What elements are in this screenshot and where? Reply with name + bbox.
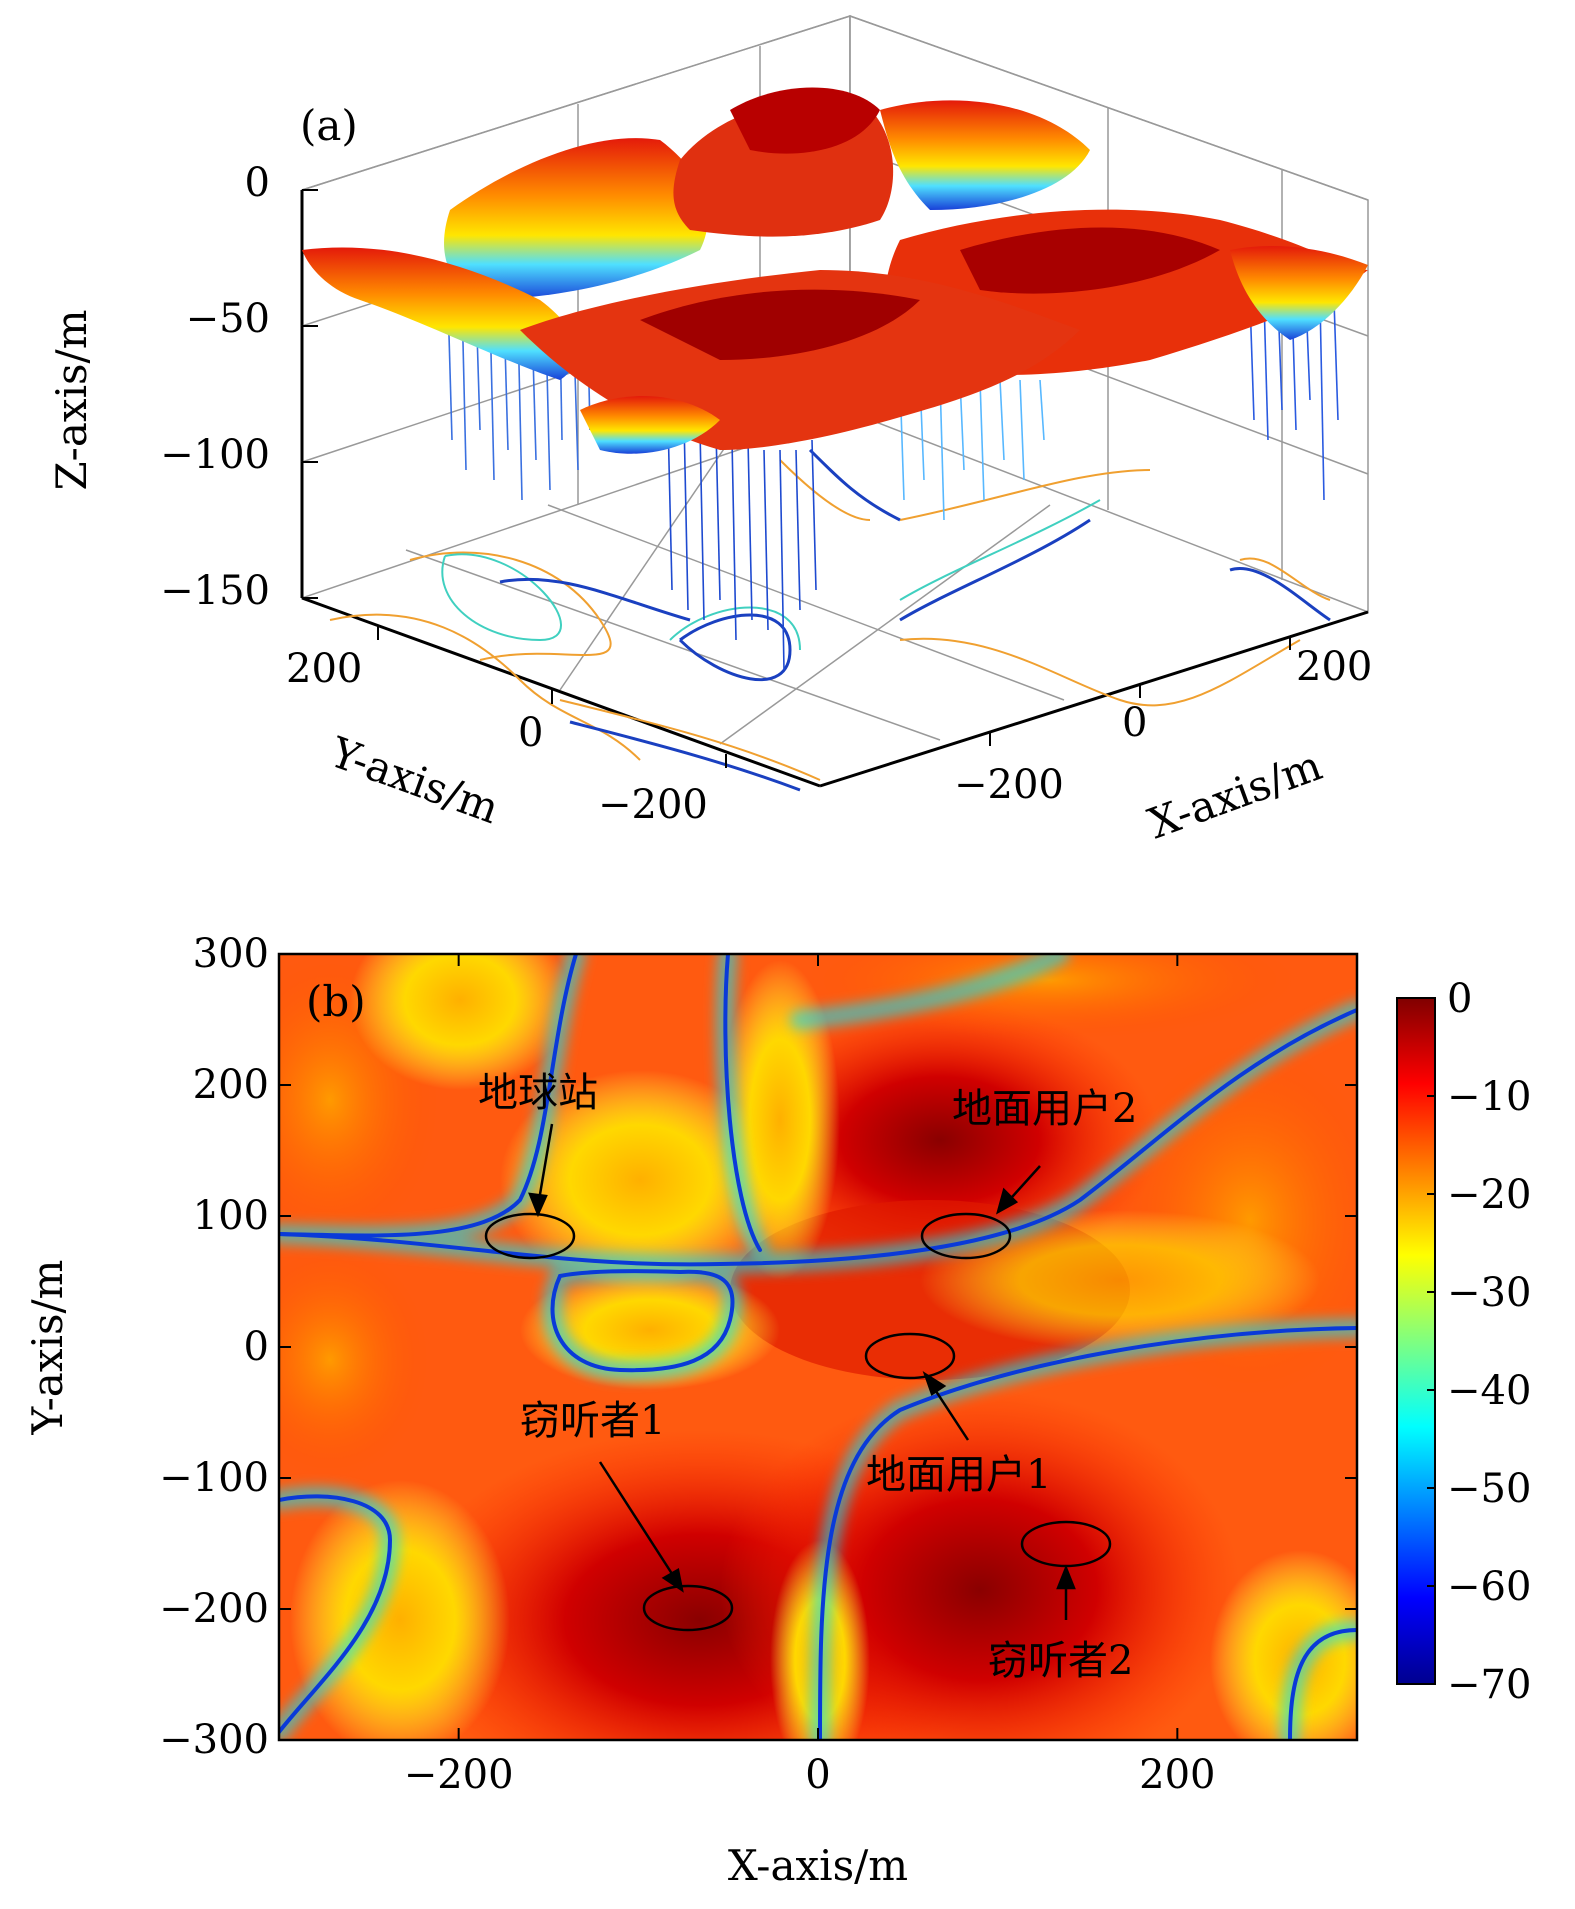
- annotation-ellipse-ground-user-2: [920, 1212, 1012, 1260]
- colorbar-gradient: [1396, 997, 1436, 1685]
- panel-a-x-axis-label: X-axis/m: [1142, 741, 1328, 849]
- panel-b-annotations: [484, 1123, 1112, 1632]
- x-tick-label: −200: [954, 762, 1064, 808]
- y-tick-label: −200: [159, 1586, 269, 1632]
- x-tick-label: 200: [1296, 644, 1372, 690]
- panel-a-contours: [329, 448, 1331, 792]
- annotation-ellipse-eavesdropper-1: [642, 1584, 734, 1632]
- label-eavesdropper-2: 窃听者2: [988, 1638, 1133, 1684]
- y-tick-label: 0: [244, 1324, 269, 1370]
- z-tick-label: −50: [186, 296, 270, 342]
- z-tick-label: −100: [160, 432, 270, 478]
- colorbar-tick-label: −10: [1447, 1074, 1531, 1120]
- annotation-ellipse-earth-station: [484, 1212, 576, 1260]
- y-tick-label: 200: [286, 646, 362, 692]
- colorbar-tick-label: −30: [1447, 1270, 1531, 1316]
- colorbar-tick-label: −50: [1447, 1466, 1531, 1512]
- panel-a-label: (a): [300, 101, 358, 150]
- y-tick-label: −300: [159, 1717, 269, 1763]
- x-tick-label: 0: [1122, 700, 1147, 746]
- y-tick-label: −100: [159, 1455, 269, 1501]
- panel-b-x-axis-label: X-axis/m: [728, 1841, 908, 1890]
- label-ground-user-1: 地面用户1: [866, 1452, 1051, 1498]
- y-tick-label: 0: [518, 710, 543, 756]
- panel-b-heatmap: [279, 954, 1357, 1740]
- label-earth-station: 地球站: [478, 1070, 598, 1116]
- colorbar-tick-label: −20: [1447, 1172, 1531, 1218]
- colorbar-tick-label: −60: [1447, 1564, 1531, 1610]
- panel-a-z-axis-label: Z-axis/m: [47, 309, 96, 490]
- colorbar-tick-label: 0: [1447, 976, 1472, 1022]
- panel-a-z-ticks: 0 −50 −100 −150: [160, 160, 318, 614]
- panel-b-y-ticks: 300 200 100 0 −100 −200 −300: [159, 931, 1357, 1763]
- z-tick-label: −150: [160, 568, 270, 614]
- panel-b-x-ticks: −200 0 200: [404, 954, 1216, 1798]
- y-tick-label: 300: [193, 931, 269, 977]
- annotation-ellipse-ground-user-1: [864, 1332, 956, 1380]
- colorbar-tick-label: −40: [1447, 1368, 1531, 1414]
- label-eavesdropper-1: 窃听者1: [520, 1398, 665, 1444]
- panel-b-annotation-labels: 地球站 地面用户2 地面用户1 窃听者1 窃听者2: [478, 1070, 1137, 1684]
- y-tick-label: 100: [193, 1193, 269, 1239]
- colorbar-tick-label: −70: [1447, 1662, 1531, 1708]
- panel-a-y-ticks: 200 0 −200: [286, 626, 727, 828]
- panel-b-y-axis-label: Y-axis/m: [23, 1260, 72, 1436]
- label-ground-user-2: 地面用户2: [952, 1086, 1137, 1132]
- panel-a-surface: [302, 87, 1368, 454]
- y-tick-label: 200: [193, 1062, 269, 1108]
- panel-a-x-ticks: −200 0 200: [954, 636, 1372, 808]
- panel-b-label: (b): [306, 977, 366, 1026]
- panel-b-colorbar: 0 −10 −20 −30 −40 −50 −60 −70: [1396, 976, 1531, 1708]
- y-tick-label: −200: [598, 782, 708, 828]
- colorbar-ticks: 0 −10 −20 −30 −40 −50 −60 −70: [1427, 976, 1531, 1708]
- x-tick-label: 200: [1139, 1752, 1215, 1798]
- z-tick-label: 0: [245, 160, 270, 206]
- panel-a-y-axis-label: Y-axis/m: [323, 727, 505, 833]
- panel-a: (a) 0 −50 −100 −150 Z-axis/m 200 0 −200 …: [47, 14, 1372, 849]
- x-tick-label: 0: [805, 1752, 830, 1798]
- x-tick-label: −200: [404, 1752, 514, 1798]
